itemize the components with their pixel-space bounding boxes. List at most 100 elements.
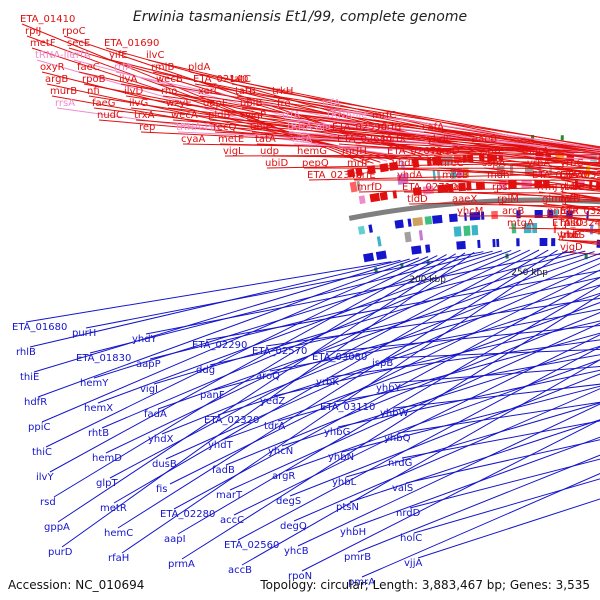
gene-block <box>363 252 375 263</box>
forward-gene-label: mrfB <box>377 122 401 133</box>
genome-title: Erwinia tasmaniensis Et1/99, complete ge… <box>132 9 468 25</box>
reverse-gene-label: aapP <box>136 359 161 370</box>
gene-block <box>418 230 424 241</box>
forward-gene-label: yhbS <box>560 230 585 241</box>
reverse-leader-line <box>289 373 600 497</box>
forward-gene-label: yrbE <box>557 230 580 241</box>
forward-gene-label: ETA_02140 <box>193 74 248 85</box>
gene-block <box>412 217 424 227</box>
forward-gene-label: metE <box>218 134 244 145</box>
forward-leader-line <box>373 119 600 155</box>
gene-block <box>464 212 467 221</box>
forward-leader-line <box>423 131 600 160</box>
forward-leader-line <box>298 155 600 165</box>
reverse-leader-line <box>93 250 503 379</box>
forward-gene-leader-lines <box>21 23 600 255</box>
forward-gene-label: vigP <box>245 110 266 121</box>
forward-gene-label: secE <box>67 38 90 49</box>
forward-gene-label: folP <box>560 206 578 217</box>
forward-gene-label: faeC <box>77 62 100 73</box>
reverse-gene-label: ppiC <box>28 422 50 433</box>
forward-gene-label: trkH <box>272 86 293 97</box>
forward-leader-line <box>241 107 600 151</box>
reverse-gene-label: ETA_03080 <box>312 352 367 363</box>
gene-block <box>347 168 356 178</box>
reverse-leader-line <box>405 439 600 484</box>
gene-block <box>379 191 388 201</box>
reverse-gene-label: ETA_03110 <box>320 402 375 413</box>
reverse-gene-label: ETA_02320 <box>204 415 259 426</box>
reverse-gene-label: valS <box>392 483 413 494</box>
gene-block <box>396 173 409 185</box>
forward-gene-label: pepQ <box>302 158 329 169</box>
reverse-leader-line <box>393 383 600 409</box>
gene-block <box>376 236 382 247</box>
reverse-gene-label: rhlB <box>16 347 36 358</box>
reverse-leader-line <box>45 255 438 448</box>
forward-leader-line <box>523 155 600 171</box>
reverse-leader-line <box>153 251 595 385</box>
forward-gene-label: tRNA-Pro <box>176 122 220 133</box>
reverse-leader-line <box>397 401 600 434</box>
reverse-gene-label: gppA <box>44 522 70 533</box>
forward-gene-label: rpoC <box>62 26 86 37</box>
gene-block <box>368 224 373 233</box>
reverse-gene-label: ptsN <box>336 502 359 513</box>
reverse-gene-label: purH <box>72 328 96 339</box>
reverse-gene-label: ilvY <box>36 472 54 483</box>
forward-gene-label: yhbE <box>560 182 585 193</box>
forward-leader-line <box>273 95 600 148</box>
forward-leader-line <box>140 131 525 151</box>
reverse-gene-label: hemD <box>92 453 122 464</box>
forward-gene-label: glmM <box>542 194 570 205</box>
forward-gene-label: hemG <box>297 146 327 157</box>
reverse-leader-line <box>213 284 600 391</box>
gene-block <box>407 218 412 227</box>
reverse-gene-label: yhcB <box>284 546 309 557</box>
forward-gene-label: tRNA-Ile <box>35 50 75 61</box>
reverse-leader-line <box>181 294 600 560</box>
forward-leader-line <box>293 143 600 161</box>
reverse-leader-line <box>409 458 600 509</box>
reverse-gene-label: pmrB <box>344 552 371 563</box>
forward-gene-label: nfi <box>87 86 100 97</box>
forward-gene-label: tldD <box>407 194 428 205</box>
forward-gene-label: ubiD <box>265 158 288 169</box>
gene-block <box>356 180 362 192</box>
forward-leader-line <box>303 167 600 169</box>
gene-block <box>392 190 398 199</box>
forward-gene-label: rplU <box>560 194 581 205</box>
gene-block <box>539 238 548 247</box>
forward-gene-label: mreC <box>437 158 464 169</box>
reverse-gene-label: degQ <box>280 521 307 532</box>
forward-gene-label: ETA_01690 <box>104 38 159 49</box>
reverse-gene-labels: ETA_01680 rhlB thiE hdfR ppiC thiC ilvY rsd gppA… <box>12 322 422 588</box>
forward-gene-label: rho <box>161 86 177 97</box>
forward-leader-line <box>266 161 600 169</box>
forward-gene-label: arcB <box>502 206 525 217</box>
reverse-leader-line <box>385 348 600 359</box>
reverse-leader-line <box>145 250 577 335</box>
forward-leader-line <box>231 83 600 149</box>
forward-gene-label: rpsO <box>560 218 584 229</box>
forward-gene-labels: ETA_01410rpIJmetFtRNA-IleoxyRargBmurBrrs… <box>20 14 600 253</box>
forward-leader-line <box>147 59 532 151</box>
reverse-gene-label: fis <box>156 484 168 495</box>
forward-gene-label: rrfA <box>72 50 91 61</box>
reverse-gene-label: hemY <box>80 378 109 389</box>
reverse-leader-line <box>109 249 540 479</box>
reverse-gene-label: argR <box>272 471 295 482</box>
gene-block <box>496 238 500 247</box>
forward-gene-label: vjgD <box>560 242 583 253</box>
reverse-gene-label: hemC <box>104 528 133 539</box>
reverse-leader-line <box>353 436 600 528</box>
forward-gene-label: infB <box>560 194 580 205</box>
forward-gene-label: ETA_02680 <box>337 134 392 145</box>
reverse-gene-label: yhdY <box>132 334 158 345</box>
reverse-leader-line <box>293 388 600 522</box>
reverse-leader-line <box>341 385 600 453</box>
gene-block <box>432 214 443 224</box>
reverse-gene-label: purD <box>48 547 73 558</box>
forward-gene-label: rpsI <box>492 182 511 193</box>
forward-gene-label: tRNA-Ile <box>327 110 367 121</box>
